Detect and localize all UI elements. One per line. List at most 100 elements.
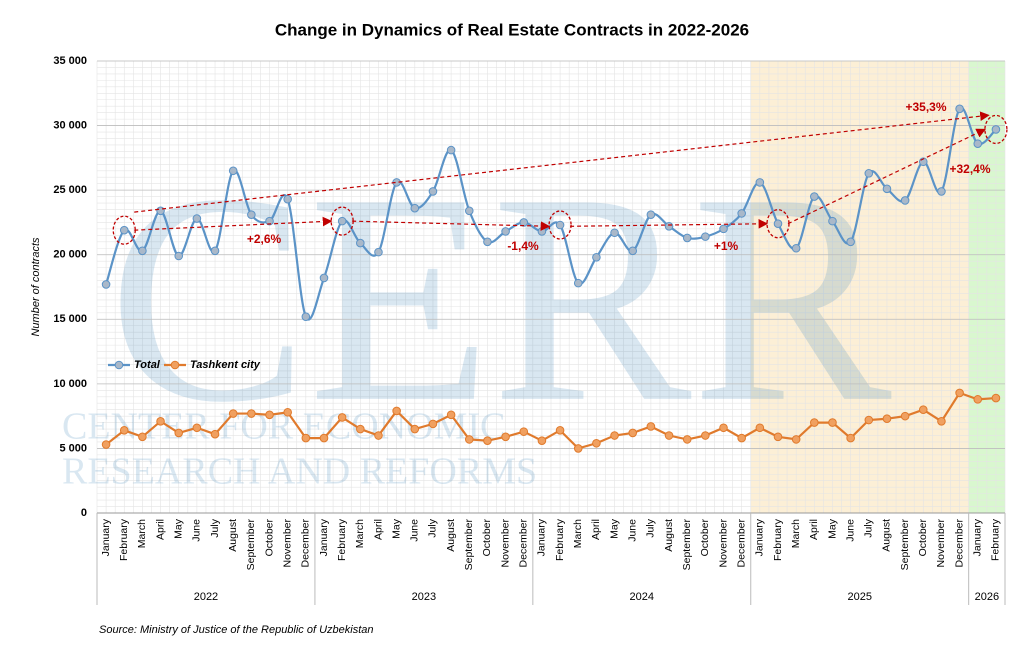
x-tick-label: November	[281, 518, 293, 567]
data-point	[991, 125, 1001, 134]
data-point	[646, 210, 656, 219]
data-point	[337, 216, 347, 226]
highlight-circle	[984, 114, 1008, 145]
x-tick-label: August	[663, 519, 675, 552]
trend-arrow	[134, 216, 333, 231]
group-label: 2026	[975, 591, 999, 603]
x-tick-label: August	[445, 519, 457, 552]
data-point	[428, 419, 438, 429]
data-point	[955, 388, 964, 398]
x-tick-label: February	[772, 518, 784, 561]
y-tick-label: 35 000	[53, 55, 87, 67]
data-point	[210, 246, 220, 256]
data-point	[664, 431, 674, 440]
data-point	[573, 444, 583, 453]
watermark: CERR	[108, 132, 893, 464]
data-point	[810, 418, 819, 427]
data-point	[592, 252, 601, 262]
data-point	[319, 273, 329, 283]
data-point	[719, 423, 728, 433]
x-tick-label: October	[481, 519, 493, 557]
data-point	[174, 428, 184, 438]
x-tick-label: October	[699, 519, 711, 557]
data-point	[446, 145, 456, 155]
y-tick-label: 5 000	[59, 442, 87, 454]
y-tick-label: 20 000	[53, 249, 87, 261]
data-point	[864, 169, 874, 178]
data-point	[464, 206, 474, 216]
data-point	[973, 395, 983, 404]
trend-arrow	[787, 128, 987, 225]
annotation: +1%	[714, 239, 739, 253]
x-tick-label: July	[645, 518, 657, 537]
data-point	[846, 237, 855, 247]
x-tick-label: March	[572, 519, 584, 548]
x-tick-label: December	[735, 518, 747, 567]
x-tick-label: February	[336, 518, 348, 561]
data-point	[646, 422, 656, 431]
x-tick-label: January	[536, 518, 548, 556]
data-point	[755, 178, 765, 187]
group-label: 2025	[847, 591, 871, 603]
data-point	[392, 406, 401, 416]
chart-title: Change in Dynamics of Real Estate Contra…	[275, 20, 749, 39]
y-tick-label: 10 000	[53, 378, 87, 390]
data-point	[900, 196, 910, 205]
data-point	[791, 243, 801, 253]
x-tick-label: March	[136, 519, 148, 548]
x-tick-label: February	[554, 518, 566, 561]
data-point	[737, 209, 746, 218]
y-tick-label: 15 000	[53, 313, 87, 325]
highlight-circle	[548, 210, 572, 240]
data-point	[101, 280, 111, 289]
legend-label: Tashkent city	[190, 359, 261, 371]
data-point	[356, 238, 365, 248]
data-point	[119, 225, 129, 235]
x-tick-label: May	[390, 518, 402, 539]
data-point	[828, 418, 837, 427]
data-point	[810, 192, 819, 201]
legend-label: Total	[134, 359, 161, 371]
data-point	[247, 210, 256, 219]
data-point	[864, 415, 874, 425]
x-tick-label: August	[227, 519, 239, 552]
data-point	[319, 433, 329, 443]
data-point	[410, 424, 420, 434]
x-tick-label: January	[318, 518, 330, 556]
x-tick-label: September	[245, 519, 257, 571]
data-point	[410, 203, 420, 213]
data-point	[174, 251, 184, 261]
data-point	[701, 232, 710, 241]
watermark: RESEARCH AND REFORMS	[62, 451, 537, 493]
x-tick-label: July	[209, 518, 221, 537]
data-point	[555, 426, 565, 435]
data-point	[991, 393, 1001, 403]
data-point	[501, 227, 510, 236]
y-axis-label: Number of contracts	[30, 237, 42, 337]
data-point	[918, 405, 928, 414]
x-tick-label: July	[863, 518, 875, 537]
data-point	[737, 433, 746, 443]
x-tick-label: May	[608, 518, 620, 539]
data-point	[973, 139, 983, 148]
data-point	[283, 407, 292, 417]
data-point	[701, 431, 710, 440]
data-point	[156, 206, 165, 216]
data-point	[301, 312, 311, 322]
x-tick-label: September	[681, 519, 693, 571]
y-tick-label: 0	[81, 507, 87, 519]
trend-arrow	[352, 220, 551, 231]
data-point	[138, 432, 147, 442]
data-point	[501, 432, 510, 442]
group-label: 2023	[412, 591, 436, 603]
trend-arrow	[570, 219, 769, 229]
x-tick-label: January	[754, 518, 766, 556]
data-point	[828, 216, 837, 226]
data-point	[573, 278, 583, 288]
data-point	[682, 435, 692, 444]
data-point	[428, 187, 438, 196]
data-point	[664, 222, 674, 231]
x-tick-label: November	[499, 518, 511, 567]
annotation: +2,6%	[247, 232, 282, 246]
x-tick-label: March	[790, 519, 802, 548]
